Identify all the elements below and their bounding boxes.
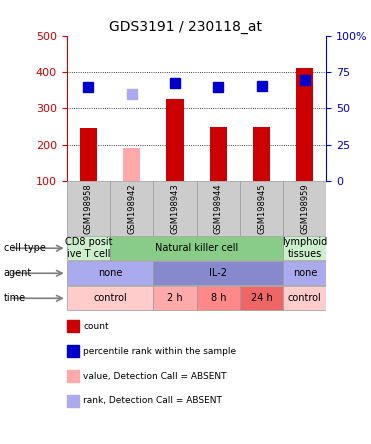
Text: 2 h: 2 h <box>167 293 183 303</box>
Bar <box>153 181 197 236</box>
Bar <box>153 286 197 310</box>
Text: 8 h: 8 h <box>210 293 226 303</box>
Text: GSM198945: GSM198945 <box>257 183 266 234</box>
Text: 24 h: 24 h <box>251 293 272 303</box>
Text: control: control <box>288 293 322 303</box>
Text: CD8 posit
ive T cell: CD8 posit ive T cell <box>65 238 112 259</box>
Text: lymphoid
tissues: lymphoid tissues <box>282 238 328 259</box>
Text: none: none <box>293 268 317 278</box>
Bar <box>110 236 283 260</box>
Text: GSM198943: GSM198943 <box>171 183 180 234</box>
Bar <box>253 127 270 181</box>
Text: none: none <box>98 268 122 278</box>
Bar <box>166 99 184 181</box>
Text: Natural killer cell: Natural killer cell <box>155 243 238 253</box>
Bar <box>67 286 153 310</box>
Bar <box>283 181 326 236</box>
Bar <box>283 286 326 310</box>
Bar <box>197 286 240 310</box>
Text: agent: agent <box>4 268 32 278</box>
Text: time: time <box>4 293 26 303</box>
Bar <box>283 261 326 285</box>
Bar <box>80 127 97 181</box>
Bar <box>210 127 227 181</box>
Bar <box>153 261 283 285</box>
Bar <box>123 148 140 181</box>
Bar <box>197 181 240 236</box>
Bar <box>240 286 283 310</box>
Text: percentile rank within the sample: percentile rank within the sample <box>83 347 237 356</box>
Bar <box>296 68 313 181</box>
Bar <box>283 236 326 260</box>
Text: count: count <box>83 322 109 331</box>
Text: GSM198959: GSM198959 <box>301 183 309 234</box>
Text: GSM198958: GSM198958 <box>84 183 93 234</box>
Text: IL-2: IL-2 <box>209 268 227 278</box>
Text: rank, Detection Call = ABSENT: rank, Detection Call = ABSENT <box>83 396 222 405</box>
Text: value, Detection Call = ABSENT: value, Detection Call = ABSENT <box>83 372 227 381</box>
Bar <box>240 181 283 236</box>
Text: control: control <box>93 293 127 303</box>
Bar <box>67 181 110 236</box>
Bar <box>67 236 110 260</box>
Text: GDS3191 / 230118_at: GDS3191 / 230118_at <box>109 20 262 34</box>
Bar <box>67 261 153 285</box>
Text: GSM198944: GSM198944 <box>214 183 223 234</box>
Bar <box>110 181 153 236</box>
Text: cell type: cell type <box>4 243 46 253</box>
Text: GSM198942: GSM198942 <box>127 183 136 234</box>
